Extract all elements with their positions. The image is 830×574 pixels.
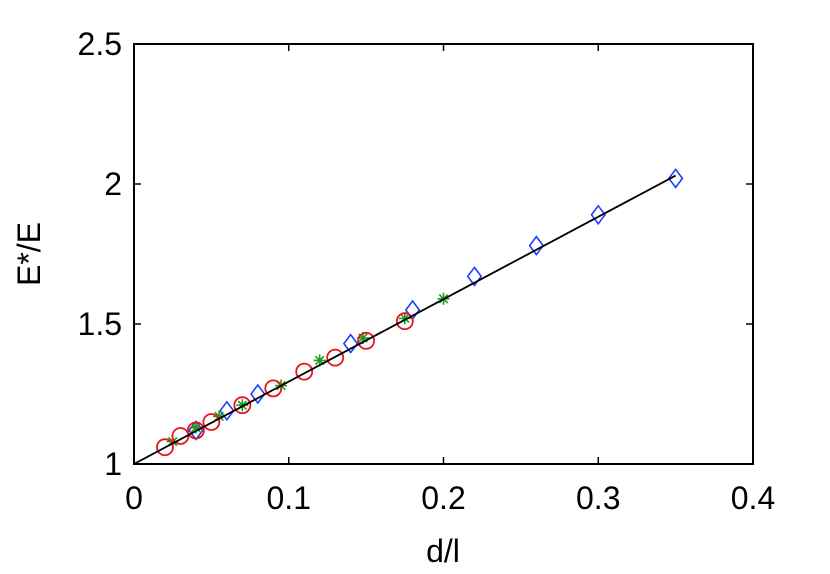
fit-line [133, 174, 677, 465]
circle-point [357, 331, 376, 350]
x-tick-label: 0.2 [421, 480, 465, 516]
diamond-point [250, 383, 266, 405]
x-axis-label: d/l [426, 533, 460, 569]
y-axis-label: E*/E [11, 222, 47, 286]
x-tick-label: 0 [125, 480, 143, 516]
y-tick-label: 2 [104, 166, 122, 202]
diamond-point [590, 204, 606, 226]
diamond-point [667, 168, 684, 189]
y-tick-label: 1 [104, 446, 122, 482]
circle-point [264, 379, 283, 398]
x-tick-label: 0.4 [731, 480, 775, 516]
circle-point [395, 312, 414, 331]
diamond-point [219, 400, 235, 422]
series-layer [133, 168, 684, 465]
diamond-point [528, 235, 545, 256]
axis-ticks: 0 0.1 0.2 0.3 0.4 1 1.5 2 2.5 [78, 26, 776, 516]
y-tick-label: 2.5 [78, 26, 122, 62]
circle-point [156, 438, 174, 457]
y-tick-label: 1.5 [78, 306, 122, 342]
x-tick-label: 0.3 [576, 480, 620, 516]
diamond-point [342, 333, 359, 354]
circle-point [326, 348, 345, 367]
x-tick-label: 0.1 [267, 480, 311, 516]
circle-point [233, 396, 252, 415]
circle-point [202, 413, 221, 431]
diamond-point [466, 266, 483, 287]
circle-point [186, 421, 205, 440]
plot-area [133, 43, 754, 465]
circle-point [295, 362, 314, 381]
